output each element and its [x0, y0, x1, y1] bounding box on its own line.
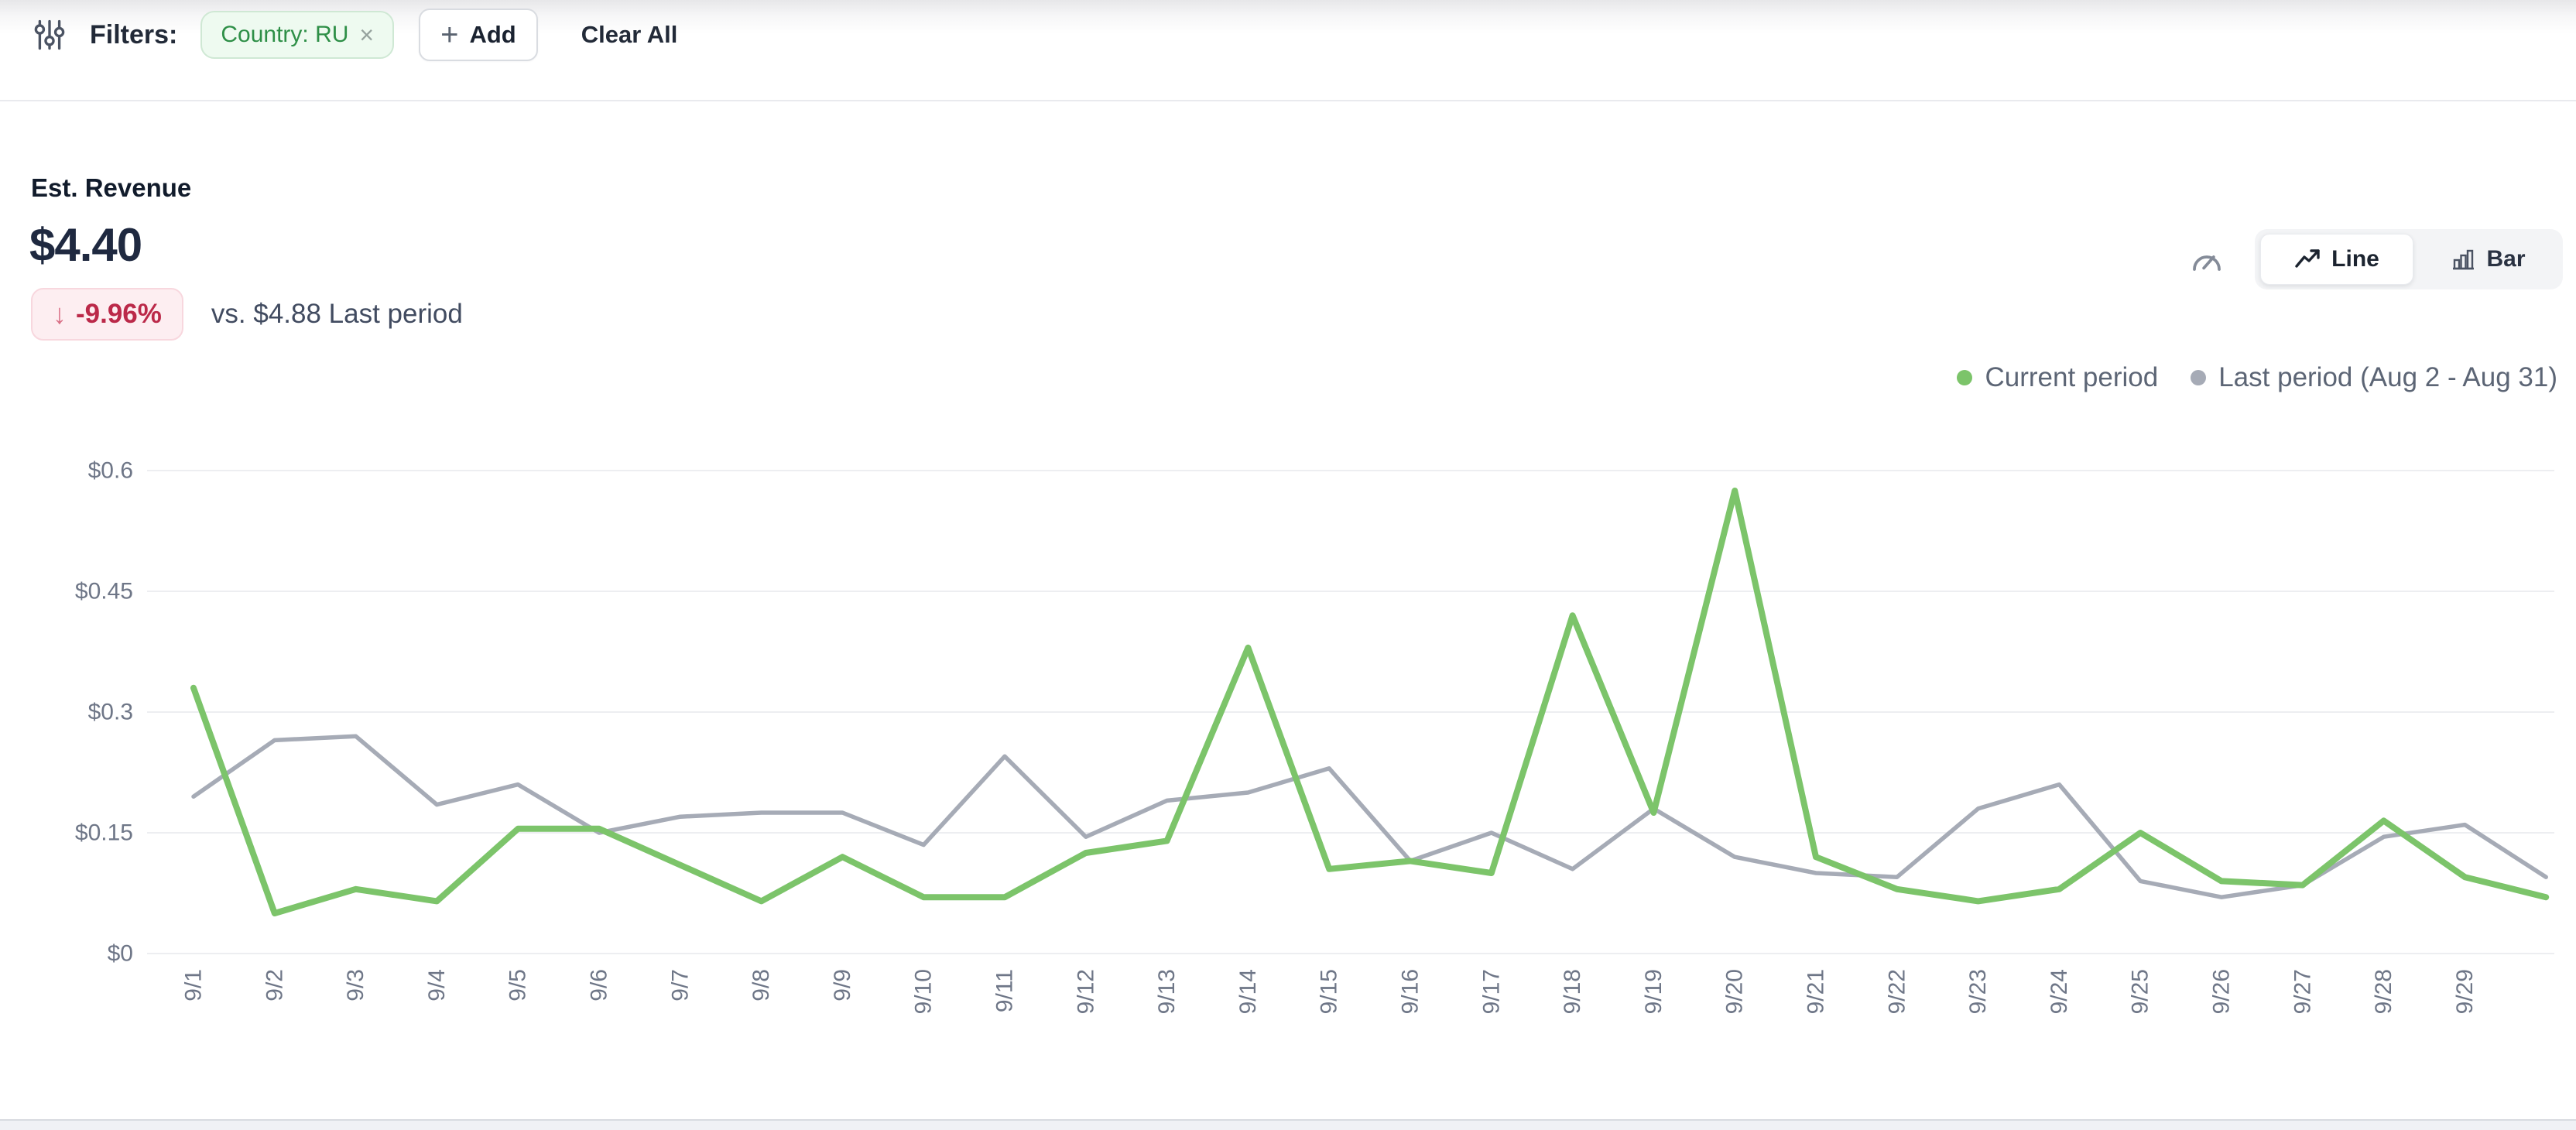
legend-dot-current: [1957, 370, 1973, 385]
x-tick-label: 9/25: [2128, 969, 2153, 1014]
gauge-icon[interactable]: [2191, 245, 2223, 276]
x-tick-label: 9/28: [2371, 969, 2396, 1014]
arrow-down-icon: ↓: [53, 298, 67, 330]
x-tick-label: 9/3: [343, 969, 368, 1002]
legend-item-current[interactable]: Current period: [1957, 362, 2158, 393]
x-tick-label: 9/10: [911, 969, 937, 1014]
series-line-last[interactable]: [191, 734, 2548, 899]
y-tick-label: $0.6: [88, 458, 133, 484]
chart-type-toggle: Line Bar: [2255, 229, 2563, 289]
section-divider: [0, 1119, 2576, 1130]
x-tick-label: 9/24: [2047, 969, 2072, 1014]
x-tick-label: 9/5: [505, 969, 531, 1002]
x-tick-label: 9/9: [830, 969, 855, 1002]
x-tick-label: 9/8: [748, 969, 774, 1002]
y-tick-label: $0.45: [75, 579, 133, 604]
toggle-bar-label: Bar: [2486, 246, 2526, 272]
y-tick-label: $0.3: [88, 700, 133, 725]
x-tick-label: 9/15: [1317, 969, 1342, 1014]
filters-sliders-icon: [34, 19, 65, 51]
bar-chart-icon: [2451, 247, 2475, 272]
legend-label-current: Current period: [1985, 362, 2159, 392]
y-tick-label: $0.15: [75, 820, 133, 846]
x-tick-label: 9/21: [1804, 969, 1829, 1014]
toggle-line-button[interactable]: Line: [2260, 234, 2413, 285]
clear-all-button[interactable]: Clear All: [581, 21, 678, 48]
x-tick-label: 9/19: [1641, 969, 1667, 1014]
filter-chip-text: Country: RU: [221, 22, 349, 47]
x-tick-label: 9/6: [587, 969, 612, 1002]
filter-bar: Filters: Country: RU × + Add Clear All: [34, 0, 677, 70]
toggle-bar-button[interactable]: Bar: [2413, 235, 2563, 284]
x-tick-label: 9/16: [1398, 969, 1423, 1014]
legend-dot-last: [2191, 370, 2207, 385]
x-tick-label: 9/23: [1965, 969, 1991, 1014]
add-filter-label: Add: [469, 21, 516, 48]
kpi-change-row: ↓ -9.96% vs. $4.88 Last period: [31, 288, 463, 341]
kpi-value: $4.40: [29, 219, 142, 271]
x-tick-label: 9/7: [667, 969, 693, 1002]
filters-label: Filters:: [90, 19, 178, 50]
x-tick-label: 9/22: [1884, 969, 1910, 1014]
add-filter-button[interactable]: + Add: [419, 9, 538, 61]
x-tick-label: 9/12: [1073, 969, 1098, 1014]
comparison-text: vs. $4.88 Last period: [211, 299, 463, 329]
x-tick-label: 9/11: [992, 969, 1018, 1012]
chart-legend: Current period Last period (Aug 2 - Aug …: [1924, 362, 2557, 393]
legend-item-last[interactable]: Last period (Aug 2 - Aug 31): [2191, 362, 2557, 393]
filter-chip-remove-icon[interactable]: ×: [359, 21, 375, 49]
x-tick-label: 9/13: [1154, 969, 1180, 1014]
trending-up-icon: [2294, 248, 2321, 271]
filter-chip-country[interactable]: Country: RU ×: [200, 11, 395, 59]
plus-icon: +: [440, 18, 459, 52]
x-tick-label: 9/26: [2209, 969, 2235, 1014]
legend-label-last: Last period (Aug 2 - Aug 31): [2218, 362, 2557, 392]
x-tick-label: 9/27: [2290, 969, 2315, 1014]
x-tick-label: 9/4: [424, 969, 450, 1002]
x-tick-label: 9/1: [181, 969, 207, 1002]
change-percent: -9.96%: [76, 299, 162, 329]
x-tick-label: 9/17: [1478, 969, 1504, 1014]
header-divider: [0, 100, 2576, 101]
kpi-title: Est. Revenue: [31, 173, 192, 202]
x-tick-label: 9/2: [262, 969, 287, 1002]
x-tick-label: 9/18: [1560, 969, 1585, 1014]
y-tick-label: $0: [108, 941, 133, 967]
x-tick-label: 9/29: [2452, 969, 2478, 1014]
x-tick-label: 9/20: [1722, 969, 1748, 1014]
change-badge: ↓ -9.96%: [31, 288, 183, 341]
series-line-current[interactable]: [190, 488, 2550, 916]
toggle-line-label: Line: [2331, 246, 2379, 272]
x-tick-label: 9/14: [1235, 969, 1261, 1014]
